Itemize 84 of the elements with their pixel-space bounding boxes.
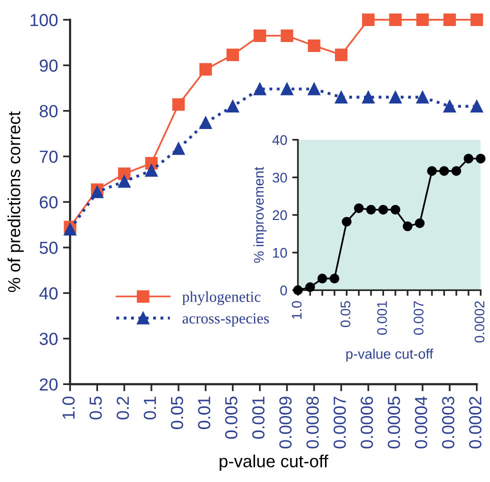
y-tick-label: 20: [272, 210, 287, 220]
point: [464, 154, 474, 164]
point: [308, 39, 320, 52]
point: [427, 166, 437, 176]
point: [443, 14, 456, 26]
point: [402, 221, 412, 232]
point: [362, 14, 375, 26]
x-tick-label: 0.005: [225, 396, 238, 439]
point: [172, 142, 185, 155]
legend-label: across-species: [182, 313, 269, 327]
y-tick-label: 40: [272, 135, 287, 145]
point: [334, 48, 348, 62]
point: [476, 154, 486, 164]
legend-label: phylogenetic: [182, 291, 260, 306]
y-axis-title: % of predictions correct: [8, 111, 24, 292]
x-tick-label: 0.007: [414, 301, 424, 335]
point: [280, 82, 294, 96]
x-tick-label: 0.0004: [414, 396, 428, 448]
point: [254, 82, 266, 96]
point: [470, 14, 484, 26]
x-tick-label: 1.0: [62, 396, 75, 419]
x-tick-label: 0.0007: [334, 396, 346, 448]
point: [226, 100, 239, 113]
y-tick-label: 0: [280, 286, 287, 296]
point: [199, 116, 212, 129]
y-tick-label: 100: [30, 14, 58, 26]
x-tick-label: 0.001: [377, 301, 387, 335]
x-tick-label: 0.0005: [388, 396, 400, 448]
point: [226, 48, 239, 62]
point: [64, 223, 76, 236]
point: [362, 90, 375, 104]
point: [470, 100, 484, 113]
y-tick-label: 30: [40, 332, 58, 346]
point: [416, 14, 429, 26]
point: [90, 186, 104, 198]
point: [308, 82, 320, 96]
point: [389, 14, 402, 26]
x-tick-label: 0.0002: [474, 301, 484, 343]
point: [378, 204, 388, 215]
point: [354, 203, 364, 214]
x-tick-label: 0.2: [116, 396, 129, 420]
x-tick-label: 0.0009: [279, 396, 292, 448]
point: [414, 218, 425, 228]
y-tick-label: 40: [39, 287, 58, 300]
x-tick-label: 0.1: [144, 396, 156, 420]
x-axis-title: p-value cut-off: [220, 454, 328, 471]
y-tick-label: 90: [40, 59, 58, 72]
y-tick-label: 60: [40, 196, 58, 208]
y-tick-label: 30: [272, 172, 287, 183]
point: [390, 204, 400, 215]
point: [118, 175, 131, 188]
point: [443, 100, 456, 113]
y-tick-label: 80: [40, 105, 58, 118]
x-tick-label: 0.5: [90, 396, 102, 420]
point: [366, 204, 376, 215]
point: [330, 274, 340, 284]
x-tick-label: 0.01: [198, 396, 210, 430]
point: [199, 63, 212, 76]
x-tick-label: 1.0: [292, 301, 302, 319]
point: [439, 166, 449, 176]
y-axis-title: % improvement: [254, 166, 266, 263]
x-tick-label: 0.0006: [360, 396, 373, 448]
point: [280, 29, 294, 42]
point: [416, 90, 429, 104]
y-tick-label: 10: [273, 248, 287, 258]
point: [451, 166, 462, 176]
x-tick-label: 0.05: [340, 301, 350, 328]
x-tick-label: 0.05: [170, 396, 184, 430]
point: [317, 274, 328, 284]
point: [254, 29, 266, 42]
x-tick-label: 0.001: [252, 396, 265, 439]
y-tick-label: 20: [40, 378, 58, 391]
y-tick-label: 50: [40, 242, 58, 254]
point: [334, 90, 348, 104]
x-tick-label: 0.0008: [306, 396, 319, 448]
point: [172, 98, 185, 111]
y-tick-label: 70: [40, 150, 58, 163]
x-tick-label: 0.0003: [442, 396, 454, 448]
point: [389, 90, 402, 104]
x-axis-title: p-value cut-off: [346, 348, 434, 362]
point: [145, 164, 158, 177]
point: [305, 282, 315, 292]
point: [342, 216, 352, 227]
x-tick-label: 0.0002: [469, 396, 482, 448]
